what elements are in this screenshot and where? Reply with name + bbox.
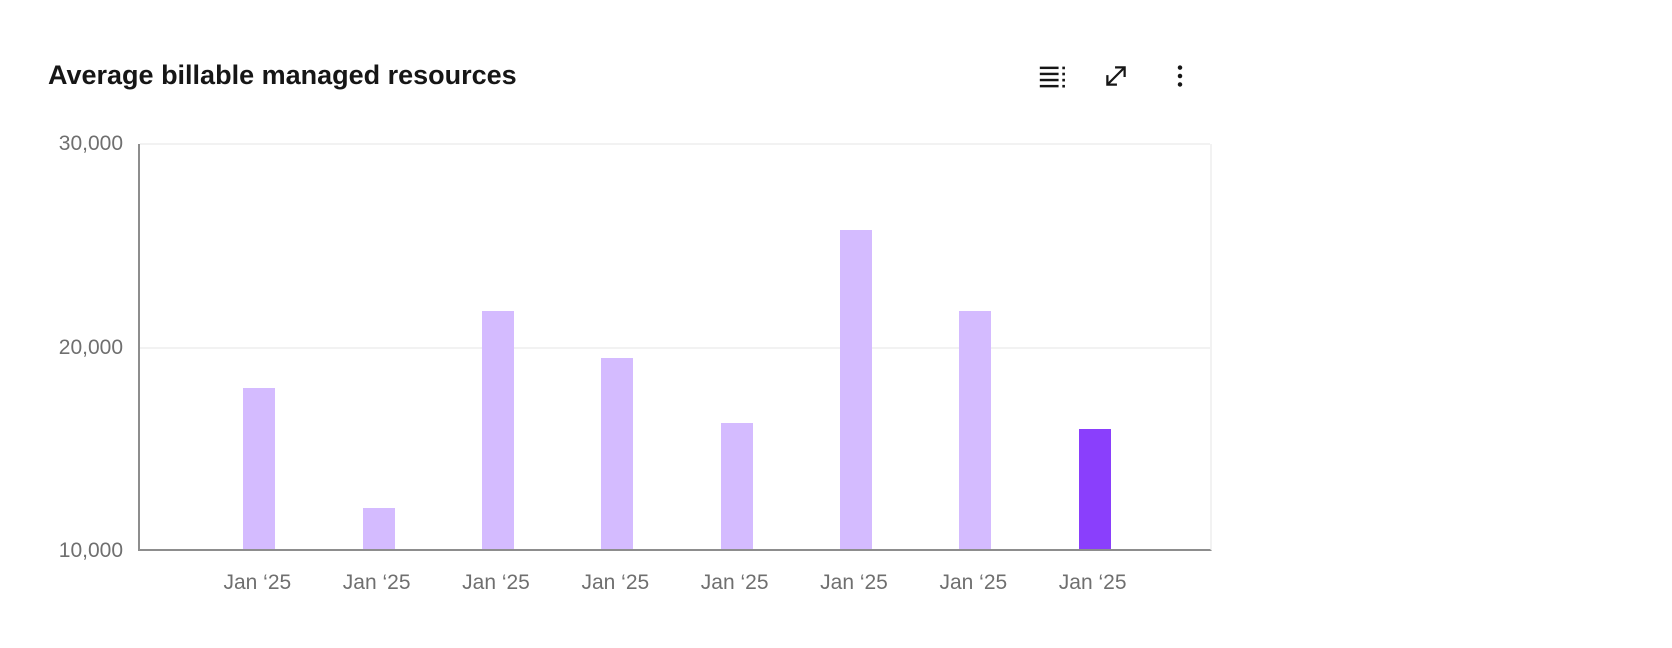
- plot-area: [138, 143, 1212, 551]
- x-axis-tick-label: Jan ‘25: [223, 571, 292, 594]
- x-axis-tick-label: Jan ‘25: [462, 571, 530, 594]
- expand-icon: [1101, 61, 1131, 91]
- overflow-menu-button[interactable]: [1162, 58, 1198, 94]
- chart-bar-2[interactable]: [362, 508, 395, 549]
- chart-bar-6[interactable]: [840, 229, 872, 549]
- chart-bar-8[interactable]: [1078, 428, 1111, 549]
- kebab-menu-icon: [1165, 61, 1195, 91]
- x-axis-tick-label: Jan ‘25: [820, 571, 888, 594]
- chart-bar-7[interactable]: [959, 310, 992, 549]
- y-axis-tick-label: 20,000: [58, 335, 123, 359]
- y-axis-tick-label: 10,000: [58, 539, 123, 562]
- expand-button[interactable]: [1098, 58, 1134, 94]
- chart-toolbar: [1034, 58, 1198, 94]
- x-axis-tick-label: Jan ‘25: [700, 571, 769, 594]
- y-axis-tick-label: 30,000: [58, 132, 123, 155]
- x-axis-tick-label: Jan ‘25: [939, 571, 1008, 594]
- chart-bar-3[interactable]: [482, 310, 514, 549]
- chart-bar-1[interactable]: [243, 388, 276, 549]
- x-axis-tick-label: Jan ‘25: [581, 571, 650, 594]
- x-axis-tick-label: Jan ‘25: [1058, 571, 1127, 594]
- show-data-table-button[interactable]: [1034, 58, 1070, 94]
- chart-bar-4[interactable]: [601, 357, 634, 549]
- chart-title: Average billable managed resources: [48, 60, 517, 90]
- gridline: [140, 143, 1210, 145]
- gridline: [140, 346, 1210, 349]
- chart-bar-5[interactable]: [720, 422, 753, 549]
- chart-header: Average billable managed resources: [48, 56, 1232, 94]
- data-table-icon: [1037, 61, 1067, 91]
- x-axis-tick-label: Jan ‘25: [342, 571, 411, 594]
